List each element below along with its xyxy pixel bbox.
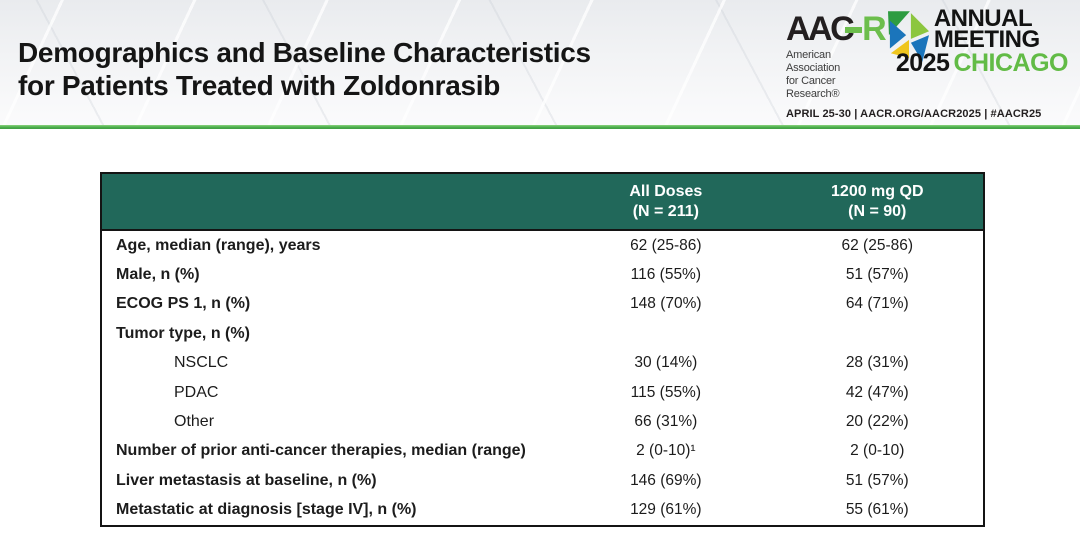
column-header-all-doses: All Doses (N = 211) — [560, 182, 771, 222]
aacr-bar-icon — [845, 27, 863, 33]
table-row: Number of prior anti-cancer therapies, m… — [102, 437, 983, 466]
table-row: ECOG PS 1, n (%) 148 (70%) 64 (71%) — [102, 290, 983, 319]
table-row: Male, n (%) 116 (55%) 51 (57%) — [102, 260, 983, 289]
table-row: Other 66 (31%) 20 (22%) — [102, 407, 983, 436]
table-row: Tumor type, n (%) — [102, 319, 983, 348]
demographics-table: All Doses (N = 211) 1200 mg QD (N = 90) … — [100, 172, 985, 527]
row-label: NSCLC — [174, 354, 229, 372]
table-row: Age, median (range), years 62 (25-86) 62… — [102, 231, 983, 260]
column-header-all-doses-line1: All Doses — [629, 182, 703, 200]
row-value-all-doses: 66 (31%) — [634, 413, 698, 431]
row-label: Age, median (range), years — [116, 236, 321, 254]
aacr-org-line2: for Cancer Research® — [786, 75, 840, 100]
row-label: Tumor type, n (%) — [116, 324, 250, 342]
column-header-all-doses-line2: (N = 211) — [632, 202, 699, 220]
aacr-wordmark: AAC R — [786, 10, 887, 48]
row-value-1200mg: 51 (57%) — [845, 471, 909, 489]
row-value-1200mg: 62 (25-86) — [841, 236, 914, 254]
city-label: CHICAGO — [953, 49, 1068, 77]
aacr-org-name: American Association for Cancer Research… — [786, 49, 886, 101]
row-label: ECOG PS 1, n (%) — [116, 295, 251, 313]
annual-meeting-column: ANNUAL MEETING 2025 CHICAGO — [896, 5, 1069, 76]
row-value-all-doses: 30 (14%) — [634, 354, 698, 372]
row-value-all-doses: 115 (55%) — [630, 383, 702, 401]
row-label: Other — [174, 413, 215, 431]
row-value-1200mg: 42 (47%) — [845, 383, 909, 401]
table-row: Metastatic at diagnosis [stage IV], n (%… — [102, 496, 983, 525]
row-value-all-doses: 148 (70%) — [630, 295, 702, 313]
row-value-1200mg: 20 (22%) — [845, 413, 909, 431]
aacr-wordmark-r: R — [862, 10, 887, 48]
column-header-1200mg-line2: (N = 90) — [848, 202, 907, 220]
column-header-1200mg: 1200 mg QD (N = 90) — [772, 182, 983, 222]
year-label: 2025 — [895, 49, 950, 77]
column-header-1200mg-line1: 1200 mg QD — [831, 182, 924, 200]
row-label: Metastatic at diagnosis [stage IV], n (%… — [116, 501, 417, 519]
table-row: Liver metastasis at baseline, n (%) 146 … — [102, 466, 983, 495]
row-label: PDAC — [174, 383, 219, 401]
slide-header: Demographics and Baseline Characteristic… — [0, 0, 1080, 125]
page-title-line2: for Patients Treated with Zoldonrasib — [18, 70, 501, 101]
row-label: Male, n (%) — [116, 266, 200, 284]
row-value-all-doses: 62 (25-86) — [630, 236, 702, 254]
row-value-1200mg: 2 (0-10) — [850, 442, 905, 460]
row-value-1200mg: 55 (61%) — [845, 501, 909, 519]
aacr-logo-row: AAC R American Association for Cancer Res… — [786, 5, 1069, 101]
meeting-info-line: APRIL 25-30 | AACR.ORG/AACR2025 | #AACR2… — [786, 108, 1042, 120]
table-row: NSCLC 30 (14%) 28 (31%) — [102, 349, 983, 378]
aacr-org-line1: American Association — [786, 49, 841, 74]
row-label: Number of prior anti-cancer therapies, m… — [116, 442, 526, 460]
row-value-all-doses: 129 (61%) — [630, 501, 702, 519]
row-value-all-doses: 146 (69%) — [630, 471, 702, 489]
row-value-1200mg: 28 (31%) — [845, 354, 909, 372]
header-divider — [0, 125, 1080, 129]
aacr-logo-block: AAC R American Association for Cancer Res… — [786, 5, 1069, 121]
meeting-label: MEETING — [933, 26, 1040, 53]
row-value-1200mg: 64 (71%) — [845, 295, 909, 313]
year-city-line: 2025 CHICAGO — [895, 49, 1069, 77]
table-header-row: All Doses (N = 211) 1200 mg QD (N = 90) — [102, 174, 983, 231]
row-value-all-doses: 2 (0-10)¹ — [636, 442, 696, 460]
aacr-wordmark-column: AAC R American Association for Cancer Res… — [786, 8, 887, 101]
annual-label: ANNUAL — [933, 5, 1033, 32]
page-title: Demographics and Baseline Characteristic… — [18, 36, 591, 102]
page-title-line1: Demographics and Baseline Characteristic… — [18, 37, 591, 68]
table-row: PDAC 115 (55%) 42 (47%) — [102, 378, 983, 407]
aacr-wordmark-aac: AAC — [786, 10, 855, 48]
row-label: Liver metastasis at baseline, n (%) — [116, 471, 377, 489]
row-value-1200mg: 51 (57%) — [845, 266, 909, 284]
row-value-all-doses: 116 (55%) — [630, 266, 702, 284]
aacr-triangles-icon — [887, 11, 929, 62]
